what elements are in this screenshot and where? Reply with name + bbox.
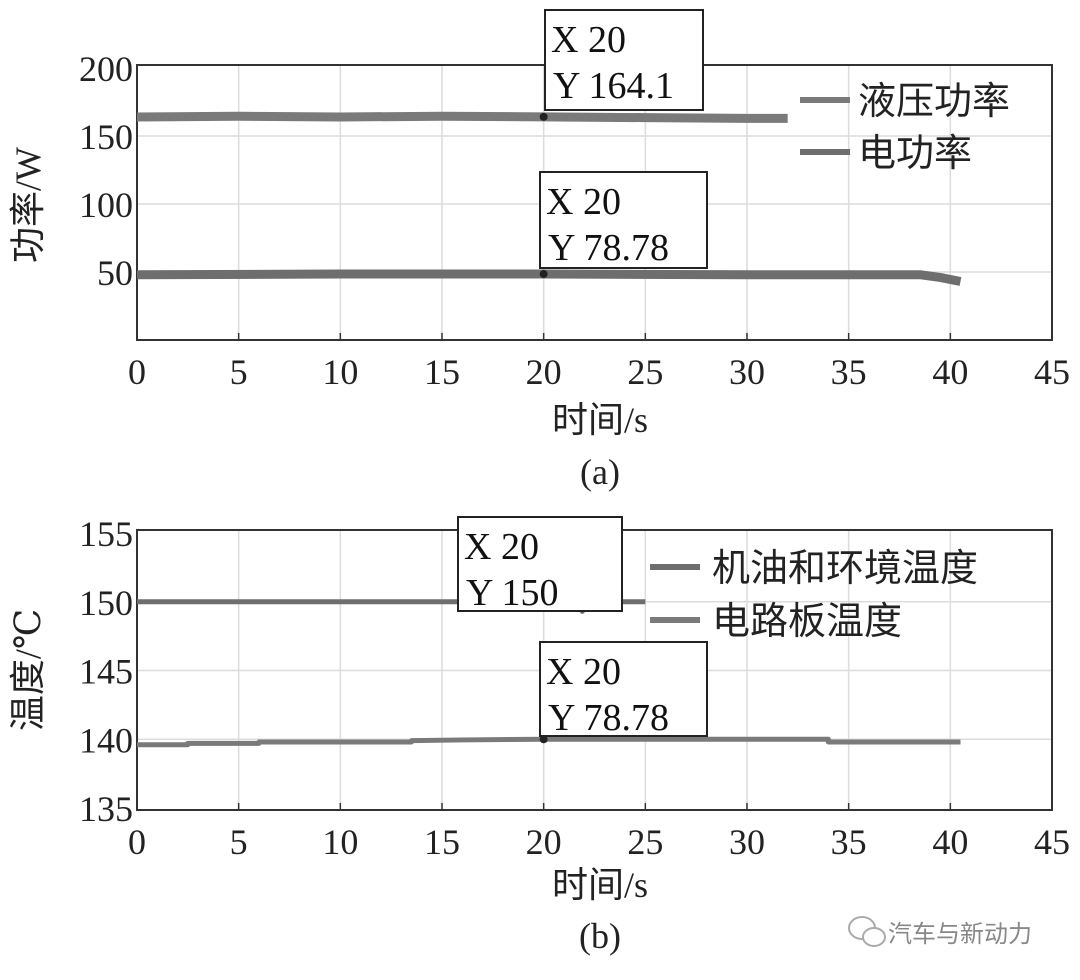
x-tick-label: 10 (322, 352, 358, 392)
legend-label: 机油和环境温度 (712, 548, 978, 590)
y-tick-label: 150 (79, 583, 133, 623)
y-tick-label: 155 (79, 514, 133, 554)
datatip-x: X 20 (546, 181, 621, 223)
datatip-box: X 20Y 78.78 (539, 171, 708, 269)
x-tick-label: 5 (230, 352, 248, 392)
x-tick-label: 40 (932, 352, 968, 392)
datatip-y: Y 150 (466, 572, 559, 614)
legend-label: 电路板温度 (712, 601, 902, 643)
datatip-frame (539, 641, 708, 737)
panel-label: (a) (580, 452, 620, 492)
y-axis-label: 温度/℃ (8, 609, 48, 731)
datatip-marker (539, 112, 548, 121)
y-tick-label: 150 (79, 117, 133, 157)
datatip-frame (544, 9, 704, 111)
x-axis-label: 时间/s (552, 865, 648, 905)
watermark-text: 汽车与新动力 (888, 920, 1032, 948)
x-tick-label: 25 (627, 822, 663, 862)
x-tick-label: 15 (424, 822, 460, 862)
datatip-marker (539, 735, 548, 744)
datatip-x: X 20 (464, 526, 539, 568)
y-tick-label: 145 (79, 652, 133, 692)
x-tick-label: 45 (1034, 822, 1070, 862)
panel-label: (b) (579, 916, 621, 956)
y-tick-label: 140 (79, 720, 133, 760)
y-tick-label: 50 (97, 253, 133, 293)
x-tick-label: 40 (932, 822, 968, 862)
y-axis-label: 功率/W (8, 147, 48, 263)
x-tick-label: 35 (831, 352, 867, 392)
legend-label: 液压功率 (858, 81, 1010, 123)
x-tick-label: 0 (128, 822, 146, 862)
datatip-box: X 20Y 164.1 (544, 9, 704, 111)
x-tick-label: 45 (1034, 352, 1070, 392)
datatip-x: X 20 (551, 19, 626, 61)
series-line-1 (136, 269, 962, 286)
datatip-box: X 20Y 150 (457, 516, 623, 614)
y-tick-label: 100 (79, 185, 133, 225)
datatip-frame (539, 171, 708, 269)
x-tick-label: 30 (729, 352, 765, 392)
x-tick-label: 5 (230, 822, 248, 862)
x-axis-label: 时间/s (552, 400, 648, 440)
y-tick-label: 135 (79, 789, 133, 829)
x-tick-label: 15 (424, 352, 460, 392)
datatip-y: Y 78.78 (548, 227, 669, 269)
datatip-frame (457, 516, 623, 612)
x-tick-label: 20 (526, 822, 562, 862)
x-tick-label: 20 (526, 352, 562, 392)
x-tick-label: 0 (128, 352, 146, 392)
datatip-marker (539, 270, 548, 279)
datatip-x: X 20 (546, 651, 621, 693)
watermark: 汽车与新动力 (848, 916, 1032, 948)
x-tick-label: 25 (627, 352, 663, 392)
datatip-y: Y 78.78 (548, 697, 669, 739)
x-tick-label: 30 (729, 822, 765, 862)
legend-label: 电功率 (858, 133, 972, 175)
datatip-box: X 20Y 78.78 (539, 641, 708, 739)
series-line-0 (136, 111, 788, 123)
y-tick-label: 200 (79, 49, 133, 89)
x-tick-label: 10 (322, 822, 358, 862)
wechat-icon (848, 916, 886, 947)
x-tick-label: 35 (831, 822, 867, 862)
datatip-y: Y 164.1 (553, 65, 674, 107)
series-line-1 (137, 736, 961, 748)
